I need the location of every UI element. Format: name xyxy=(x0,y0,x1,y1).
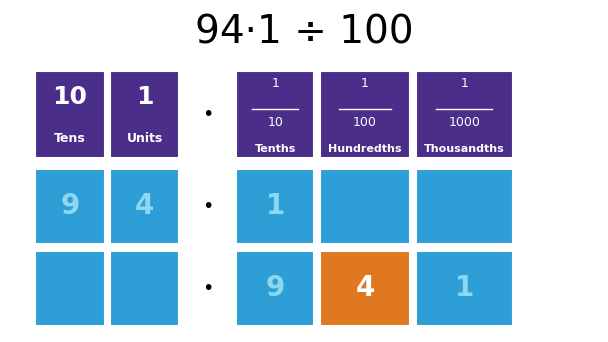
Bar xyxy=(416,71,513,158)
Bar xyxy=(110,71,179,158)
Text: 10: 10 xyxy=(52,86,88,109)
Text: 1: 1 xyxy=(271,77,279,90)
Text: Hundredths: Hundredths xyxy=(328,144,402,154)
Bar xyxy=(236,71,314,158)
Text: 1: 1 xyxy=(455,274,474,302)
Bar xyxy=(35,71,105,158)
Text: Tenths: Tenths xyxy=(254,144,296,154)
Text: 1000: 1000 xyxy=(448,116,480,129)
Text: 4: 4 xyxy=(356,274,375,302)
Text: 1: 1 xyxy=(266,192,285,220)
Bar xyxy=(320,71,410,158)
Text: Tens: Tens xyxy=(54,132,86,145)
Text: 1: 1 xyxy=(136,86,153,109)
Bar xyxy=(320,251,410,326)
Text: •: • xyxy=(202,197,213,215)
Bar xyxy=(110,251,179,326)
Bar xyxy=(236,251,314,326)
Text: 1: 1 xyxy=(361,77,369,90)
Text: Units: Units xyxy=(126,132,163,145)
Text: Thousandths: Thousandths xyxy=(424,144,505,154)
Text: 94·1 ÷ 100: 94·1 ÷ 100 xyxy=(195,13,413,52)
Bar xyxy=(236,169,314,244)
Text: 10: 10 xyxy=(267,116,283,129)
Bar xyxy=(35,169,105,244)
Bar xyxy=(320,169,410,244)
Text: •: • xyxy=(202,279,213,298)
Text: 4: 4 xyxy=(135,192,154,220)
Text: 9: 9 xyxy=(266,274,285,302)
Bar xyxy=(110,169,179,244)
Bar xyxy=(416,251,513,326)
Text: 100: 100 xyxy=(353,116,377,129)
Bar xyxy=(35,251,105,326)
Text: 9: 9 xyxy=(60,192,80,220)
Bar xyxy=(416,169,513,244)
Text: 1: 1 xyxy=(460,77,468,90)
Text: •: • xyxy=(202,105,213,124)
